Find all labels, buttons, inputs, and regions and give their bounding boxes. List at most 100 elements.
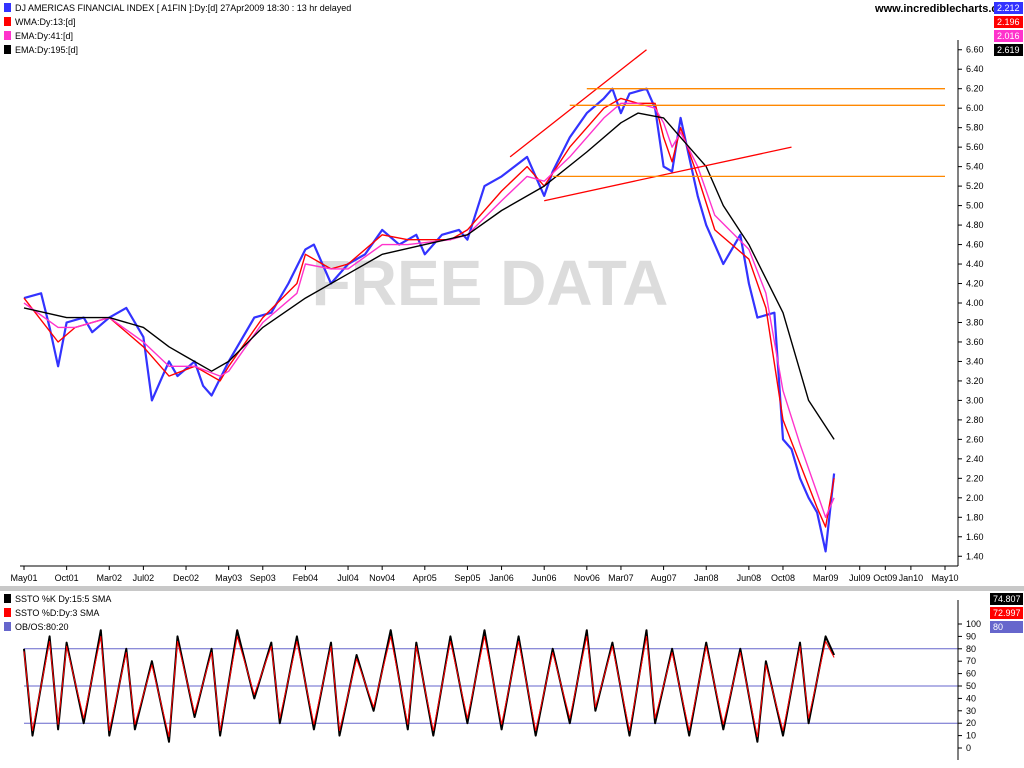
y-tick-label: 6.20: [966, 84, 984, 94]
x-tick-label: Mar07: [608, 573, 634, 583]
x-tick-label: Jul09: [849, 573, 871, 583]
osc-legend-value: 74.807: [993, 594, 1021, 604]
osc-legend-swatch: [4, 608, 11, 617]
osc-y-tick-label: 20: [966, 718, 976, 728]
legend-value: 2.196: [997, 17, 1020, 27]
x-tick-label: Oct08: [771, 573, 795, 583]
osc-y-tick-label: 100: [966, 619, 981, 629]
x-tick-label: May10: [931, 573, 958, 583]
y-tick-label: 6.60: [966, 45, 984, 55]
osc-legend-value-box: [990, 607, 1023, 619]
x-tick-label: Mar02: [97, 573, 123, 583]
y-tick-label: 5.20: [966, 181, 984, 191]
y-tick-label: 2.00: [966, 493, 984, 503]
y-tick-label: 5.00: [966, 201, 984, 211]
oscillator-series: [23, 629, 836, 743]
price-y-axis: 6.60 6.40 6.20 6.00 5.80 5.60 5.40 5.20 5.00 4.80…: [958, 45, 984, 561]
y-tick-label: 4.40: [966, 259, 984, 269]
x-tick-label: Apr05: [413, 573, 437, 583]
osc-legend-swatch: [4, 594, 11, 603]
oscillator-legend: SSTO %K Dy:15:5 SMA SSTO %D:Dy:3 SMA OB/OS…: [4, 594, 111, 632]
osc-legend-value-box: [990, 621, 1023, 633]
osc-y-tick-label: 40: [966, 693, 976, 703]
legend-value-box: [994, 44, 1023, 56]
osc-y-tick-label: 30: [966, 706, 976, 716]
y-tick-label: 1.60: [966, 532, 984, 542]
osc-y-tick-label: 10: [966, 731, 976, 741]
oscillator-panel: SSTO %K Dy:15:5 SMA SSTO %D:Dy:3 SMA OB/OS…: [4, 593, 1023, 760]
osc-legend-label: OB/OS:80:20: [15, 622, 69, 632]
price-series: [23, 49, 945, 553]
osc-legend-value: 72.997: [993, 608, 1021, 618]
y-tick-label: 1.80: [966, 512, 984, 522]
legend-swatch: [4, 45, 11, 54]
x-tick-label: May01: [10, 573, 37, 583]
series-line-trendline-lower: [544, 146, 792, 202]
osc-y-tick-label: 50: [966, 681, 976, 691]
watermark-text: FREE DATA: [312, 247, 669, 319]
osc-legend-swatch: [4, 622, 11, 631]
legend-value-box: [994, 2, 1023, 14]
y-tick-label: 4.00: [966, 298, 984, 308]
x-tick-label: Feb04: [293, 573, 319, 583]
x-tick-label: Sep03: [250, 573, 276, 583]
series-line-wma-dy-13: [23, 97, 835, 528]
x-tick-label: Jan10: [899, 573, 924, 583]
y-tick-label: 3.80: [966, 317, 984, 327]
osc-legend-value: 80: [993, 622, 1003, 632]
x-tick-label: Oct01: [55, 573, 79, 583]
x-tick-label: Jan06: [489, 573, 514, 583]
y-tick-label: 3.20: [966, 376, 984, 386]
price-legend-values: 2.212 2.196 2.016 2.619: [994, 2, 1023, 56]
osc-y-tick-label: 0: [966, 743, 971, 753]
y-tick-label: 6.00: [966, 103, 984, 113]
price-legend: DJ AMERICAS FINANCIAL INDEX [ A1FIN ]:Dy…: [4, 3, 351, 55]
y-tick-label: 2.80: [966, 415, 984, 425]
x-tick-label: Jul04: [337, 573, 359, 583]
x-tick-label: May03: [215, 573, 242, 583]
y-tick-label: 1.40: [966, 551, 984, 561]
x-tick-label: Dec02: [173, 573, 199, 583]
osc-series-line-ssto-d-dy-3-sma: [23, 635, 835, 738]
legend-label: EMA:Dy:195:[d]: [15, 45, 78, 55]
panel-divider[interactable]: [0, 586, 1024, 591]
y-tick-label: 2.60: [966, 434, 984, 444]
legend-value: 2.016: [997, 31, 1020, 41]
y-tick-label: 5.60: [966, 142, 984, 152]
legend-swatch: [4, 3, 11, 12]
series-line-dj-americas-financial-index: [23, 87, 836, 553]
series-line-ema-dy-195: [23, 112, 835, 440]
x-tick-label: Jul02: [133, 573, 155, 583]
series-line-trendline-upper: [509, 49, 647, 158]
site-label[interactable]: www.incrediblecharts.com: [874, 3, 1014, 15]
legend-label: DJ AMERICAS FINANCIAL INDEX [ A1FIN ]:Dy…: [15, 3, 351, 13]
x-tick-label: Oct09: [873, 573, 897, 583]
y-tick-label: 3.40: [966, 356, 984, 366]
x-tick-label: Sep05: [454, 573, 480, 583]
x-tick-label: Nov04: [369, 573, 395, 583]
y-tick-label: 5.80: [966, 123, 984, 133]
legend-label: WMA:Dy:13:[d]: [15, 17, 76, 27]
y-tick-label: 3.60: [966, 337, 984, 347]
y-tick-label: 4.20: [966, 279, 984, 289]
legend-label: EMA:Dy:41:[d]: [15, 31, 73, 41]
price-panel: FREE DATA DJ AMERICAS FINANCIAL INDEX [ …: [4, 2, 1023, 583]
y-tick-label: 6.40: [966, 64, 984, 74]
y-tick-label: 4.60: [966, 240, 984, 250]
x-tick-label: Aug07: [651, 573, 677, 583]
x-axis: May01 Oct01 Mar02 Jul02 Dec02 May03 Sep03 Feb04…: [10, 566, 959, 583]
legend-swatch: [4, 31, 11, 40]
x-tick-label: Jun08: [737, 573, 762, 583]
y-tick-label: 3.00: [966, 395, 984, 405]
legend-value: 2.212: [997, 3, 1020, 13]
osc-y-tick-label: 80: [966, 644, 976, 654]
x-tick-label: Mar09: [813, 573, 839, 583]
legend-swatch: [4, 17, 11, 26]
legend-value-box: [994, 30, 1023, 42]
osc-y-tick-label: 90: [966, 631, 976, 641]
legend-value: 2.619: [997, 45, 1020, 55]
osc-y-tick-label: 60: [966, 669, 976, 679]
x-tick-label: Jan08: [694, 573, 719, 583]
